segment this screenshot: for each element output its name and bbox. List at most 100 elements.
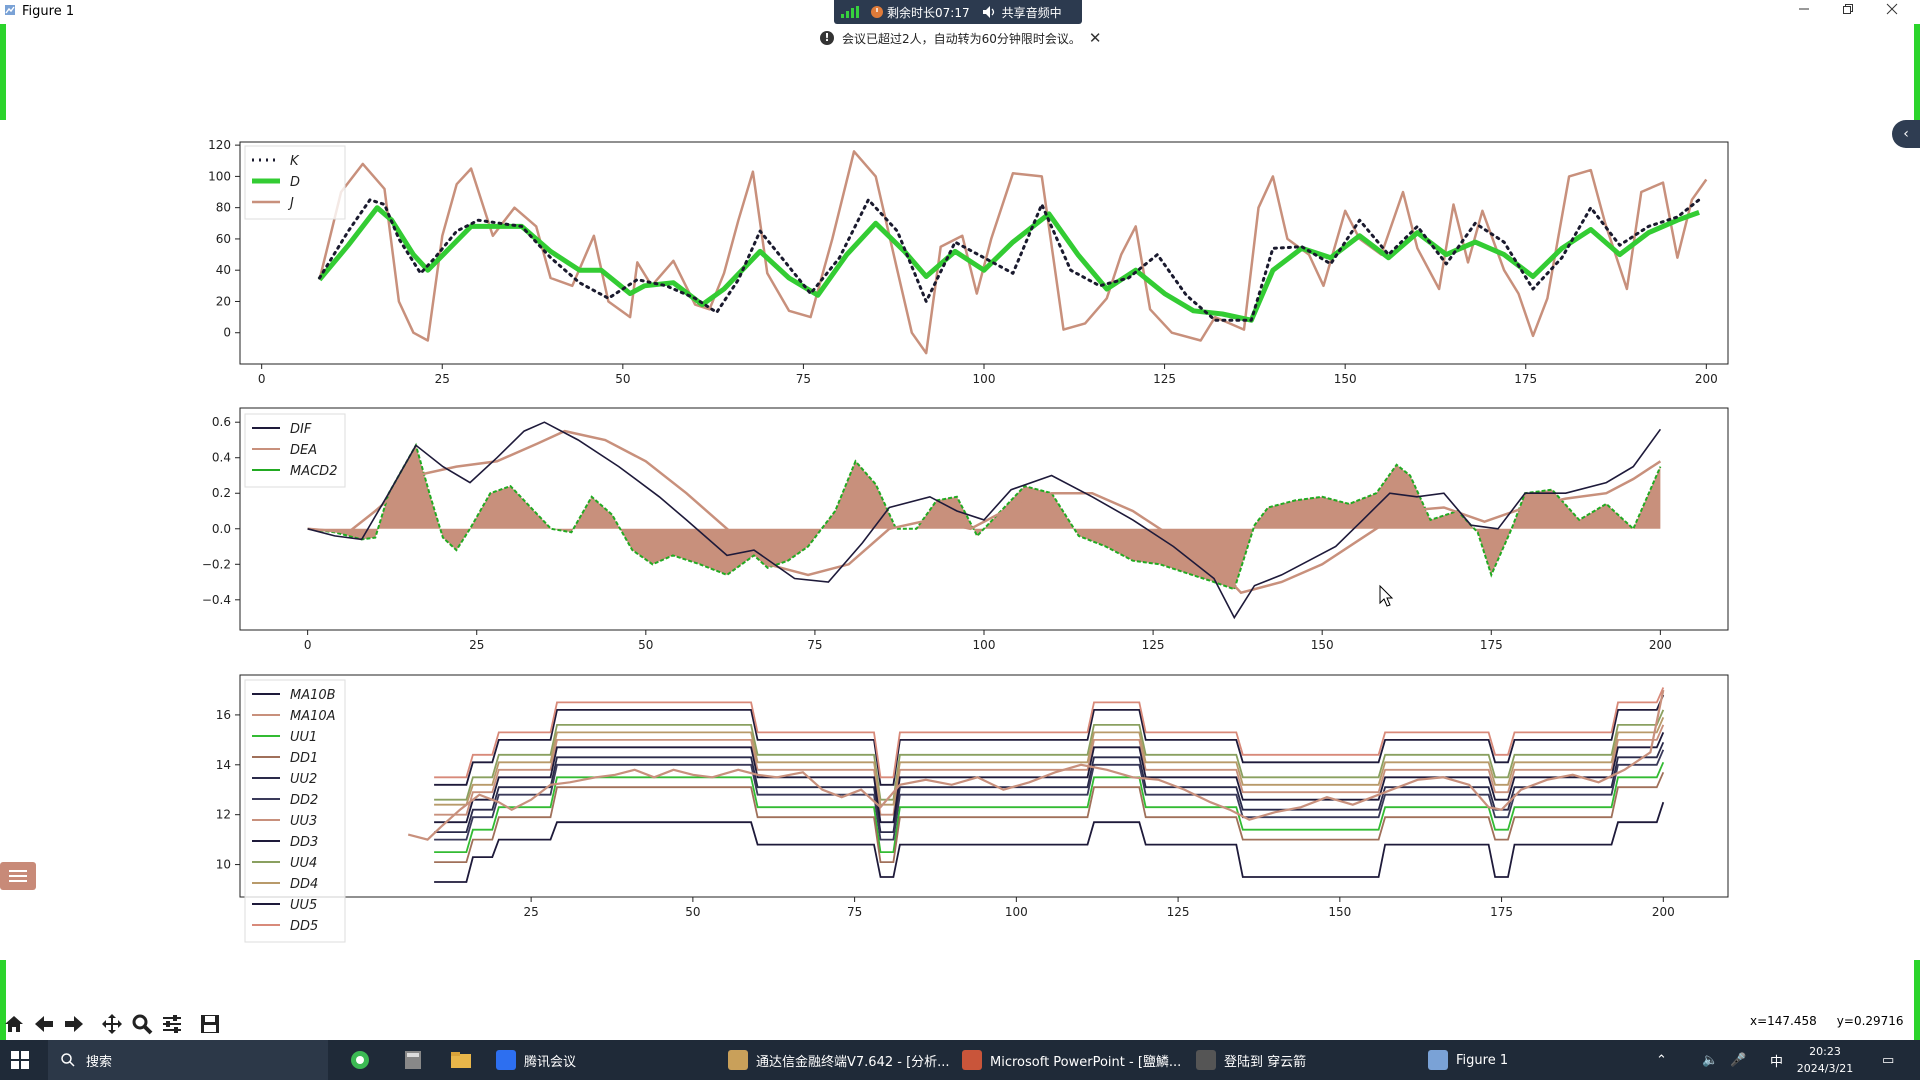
x-tick-label: 50 bbox=[638, 638, 653, 652]
x-tick-label: 0 bbox=[304, 638, 312, 652]
x-tick-label: 175 bbox=[1514, 372, 1537, 386]
remaining-time-label: 剩余时长07:17 bbox=[887, 5, 970, 20]
series-line-dd1 bbox=[434, 771, 1665, 863]
series-line-d bbox=[317, 205, 1700, 323]
y-tick-label: 80 bbox=[216, 201, 231, 215]
taskbar-search[interactable]: 搜索 bbox=[48, 1040, 328, 1080]
legend-label-j: J bbox=[287, 196, 294, 211]
tray-chevron-icon[interactable]: ⌃ bbox=[1656, 1052, 1667, 1068]
clock-time: 20:23 bbox=[1809, 1045, 1841, 1058]
close-icon bbox=[1886, 3, 1898, 15]
kdj-panel: 0 25 50 75 100 125 150 175 200 0 20 40 60 80 100 120 KDJ bbox=[208, 138, 1729, 386]
legend-label-uu4: UU4 bbox=[290, 856, 317, 871]
taskbar-task-1[interactable]: 通达信金融终端V7.642 - [分析... bbox=[728, 1040, 950, 1080]
signal-icon bbox=[841, 6, 859, 18]
y-readout: y=0.29716 bbox=[1836, 1014, 1904, 1028]
macd-panel: 0 25 50 75 100 125 150 175 200 −0.4 −0.2 0.0 0.2 0.4 0… bbox=[202, 407, 1729, 652]
taskbar-task-0[interactable]: 腾讯会议 bbox=[496, 1040, 576, 1080]
forward-icon bbox=[65, 1016, 83, 1032]
close-window-button[interactable] bbox=[1870, 0, 1914, 24]
side-collapse-button[interactable]: ‹ bbox=[1892, 120, 1920, 148]
legend-box bbox=[244, 679, 346, 943]
calculator-icon bbox=[405, 1051, 421, 1069]
x-tick-label: 100 bbox=[973, 638, 996, 652]
task-label: Figure 1 bbox=[1456, 1052, 1509, 1068]
x-tick-label: 150 bbox=[1311, 638, 1334, 652]
share-audio-label: 共享音频中 bbox=[1001, 5, 1062, 20]
series-line-dd4 bbox=[434, 717, 1665, 806]
menu-icon bbox=[9, 870, 27, 882]
series-line-dd5 bbox=[434, 687, 1665, 779]
legend-label-ma10a: MA10A bbox=[290, 709, 336, 724]
minimize-icon bbox=[1799, 8, 1809, 10]
series-line-dd2 bbox=[434, 749, 1665, 841]
legend-label-dd5: DD5 bbox=[290, 919, 318, 934]
chart-app-icon bbox=[1196, 1050, 1216, 1070]
task-label: 登陆到 穿云箭 bbox=[1224, 1054, 1307, 1070]
taskbar-task-2[interactable]: Microsoft PowerPoint - [鹽鱗... bbox=[962, 1040, 1181, 1080]
side-menu-button[interactable] bbox=[0, 862, 36, 890]
save-button[interactable] bbox=[196, 1010, 224, 1038]
share-frame-right-bottom bbox=[1914, 960, 1920, 1040]
configure-button[interactable] bbox=[158, 1010, 186, 1038]
series-line-uu1 bbox=[434, 761, 1665, 853]
legend-label-dd1: DD1 bbox=[290, 751, 318, 766]
warning-icon: ! bbox=[820, 31, 834, 45]
x-tick-label: 25 bbox=[435, 372, 450, 386]
x-tick-label: 125 bbox=[1167, 905, 1190, 919]
y-tick-label: 0.0 bbox=[212, 522, 231, 536]
save-icon bbox=[201, 1015, 219, 1033]
ime-indicator[interactable]: 中 bbox=[1770, 1040, 1783, 1080]
notice-close-icon[interactable]: ✕ bbox=[1088, 29, 1102, 47]
y-tick-label: 14 bbox=[216, 758, 231, 772]
x-tick-label: 25 bbox=[523, 905, 538, 919]
legend-label-uu5: UU5 bbox=[290, 898, 317, 913]
pan-button[interactable] bbox=[98, 1010, 126, 1038]
y-tick-label: 120 bbox=[208, 138, 231, 152]
powerpoint-icon bbox=[962, 1050, 982, 1070]
legend-label-uu3: UU3 bbox=[290, 814, 317, 829]
maximize-button[interactable] bbox=[1826, 0, 1870, 24]
cursor-coordinates: x=147.458 y=0.29716 bbox=[1750, 1014, 1904, 1028]
notification-icon[interactable]: ▭ bbox=[1882, 1052, 1895, 1068]
home-button[interactable] bbox=[0, 1010, 28, 1038]
taskbar-app-calculator[interactable] bbox=[404, 1040, 422, 1080]
figure-canvas[interactable]: 0 25 50 75 100 125 150 175 200020406080100120KDJ… bbox=[0, 0, 1920, 1040]
x-readout: x=147.458 bbox=[1750, 1014, 1817, 1028]
taskbar-task-3[interactable]: 登陆到 穿云箭 bbox=[1196, 1040, 1306, 1080]
x-tick-label: 150 bbox=[1334, 372, 1357, 386]
back-button[interactable] bbox=[30, 1010, 58, 1038]
forward-button[interactable] bbox=[60, 1010, 88, 1038]
meeting-status-bar[interactable]: 剩余时长07:17 共享音频中 bbox=[834, 0, 1082, 24]
x-tick-label: 125 bbox=[1142, 638, 1165, 652]
minimize-button[interactable] bbox=[1782, 0, 1826, 24]
y-tick-label: 0.2 bbox=[212, 486, 231, 500]
y-tick-label: 40 bbox=[216, 263, 231, 277]
legend-label-dif: DIF bbox=[290, 422, 312, 437]
zoom-icon bbox=[132, 1014, 153, 1035]
mouse-cursor-icon bbox=[1379, 584, 1394, 607]
legend-label-dd4: DD4 bbox=[290, 877, 318, 892]
meeting-app-icon bbox=[496, 1050, 516, 1070]
legend-label-macd2: MACD2 bbox=[290, 464, 337, 479]
x-tick-label: 100 bbox=[973, 372, 996, 386]
y-tick-label: 20 bbox=[216, 294, 231, 308]
back-icon bbox=[35, 1016, 53, 1032]
microphone-icon[interactable]: 🎤 bbox=[1730, 1052, 1747, 1068]
volume-icon[interactable]: 🔈 bbox=[1702, 1052, 1719, 1068]
taskbar-task-4[interactable]: Figure 1 bbox=[1428, 1040, 1508, 1080]
taskbar: 搜索 腾讯会议 通达信金融终端V7.642 - [分析... Microsoft… bbox=[0, 1040, 1920, 1080]
start-button[interactable] bbox=[10, 1040, 30, 1080]
taskbar-app-folder[interactable] bbox=[450, 1040, 472, 1080]
series-line-uu4 bbox=[434, 709, 1665, 801]
pan-icon bbox=[102, 1014, 122, 1034]
y-tick-label: 60 bbox=[216, 232, 231, 246]
navigation-toolbar bbox=[0, 1008, 226, 1040]
series-line-ma10b bbox=[434, 801, 1665, 883]
taskbar-app-browser[interactable] bbox=[350, 1040, 370, 1080]
zoom-button[interactable] bbox=[128, 1010, 156, 1038]
notice-text: 会议已超过2人，自动转为60分钟限时会议。 bbox=[842, 31, 1081, 46]
y-tick-label: 0.4 bbox=[212, 451, 231, 465]
search-icon bbox=[61, 1053, 75, 1067]
clock[interactable]: 20:23 2024/3/21 bbox=[1790, 1043, 1860, 1077]
